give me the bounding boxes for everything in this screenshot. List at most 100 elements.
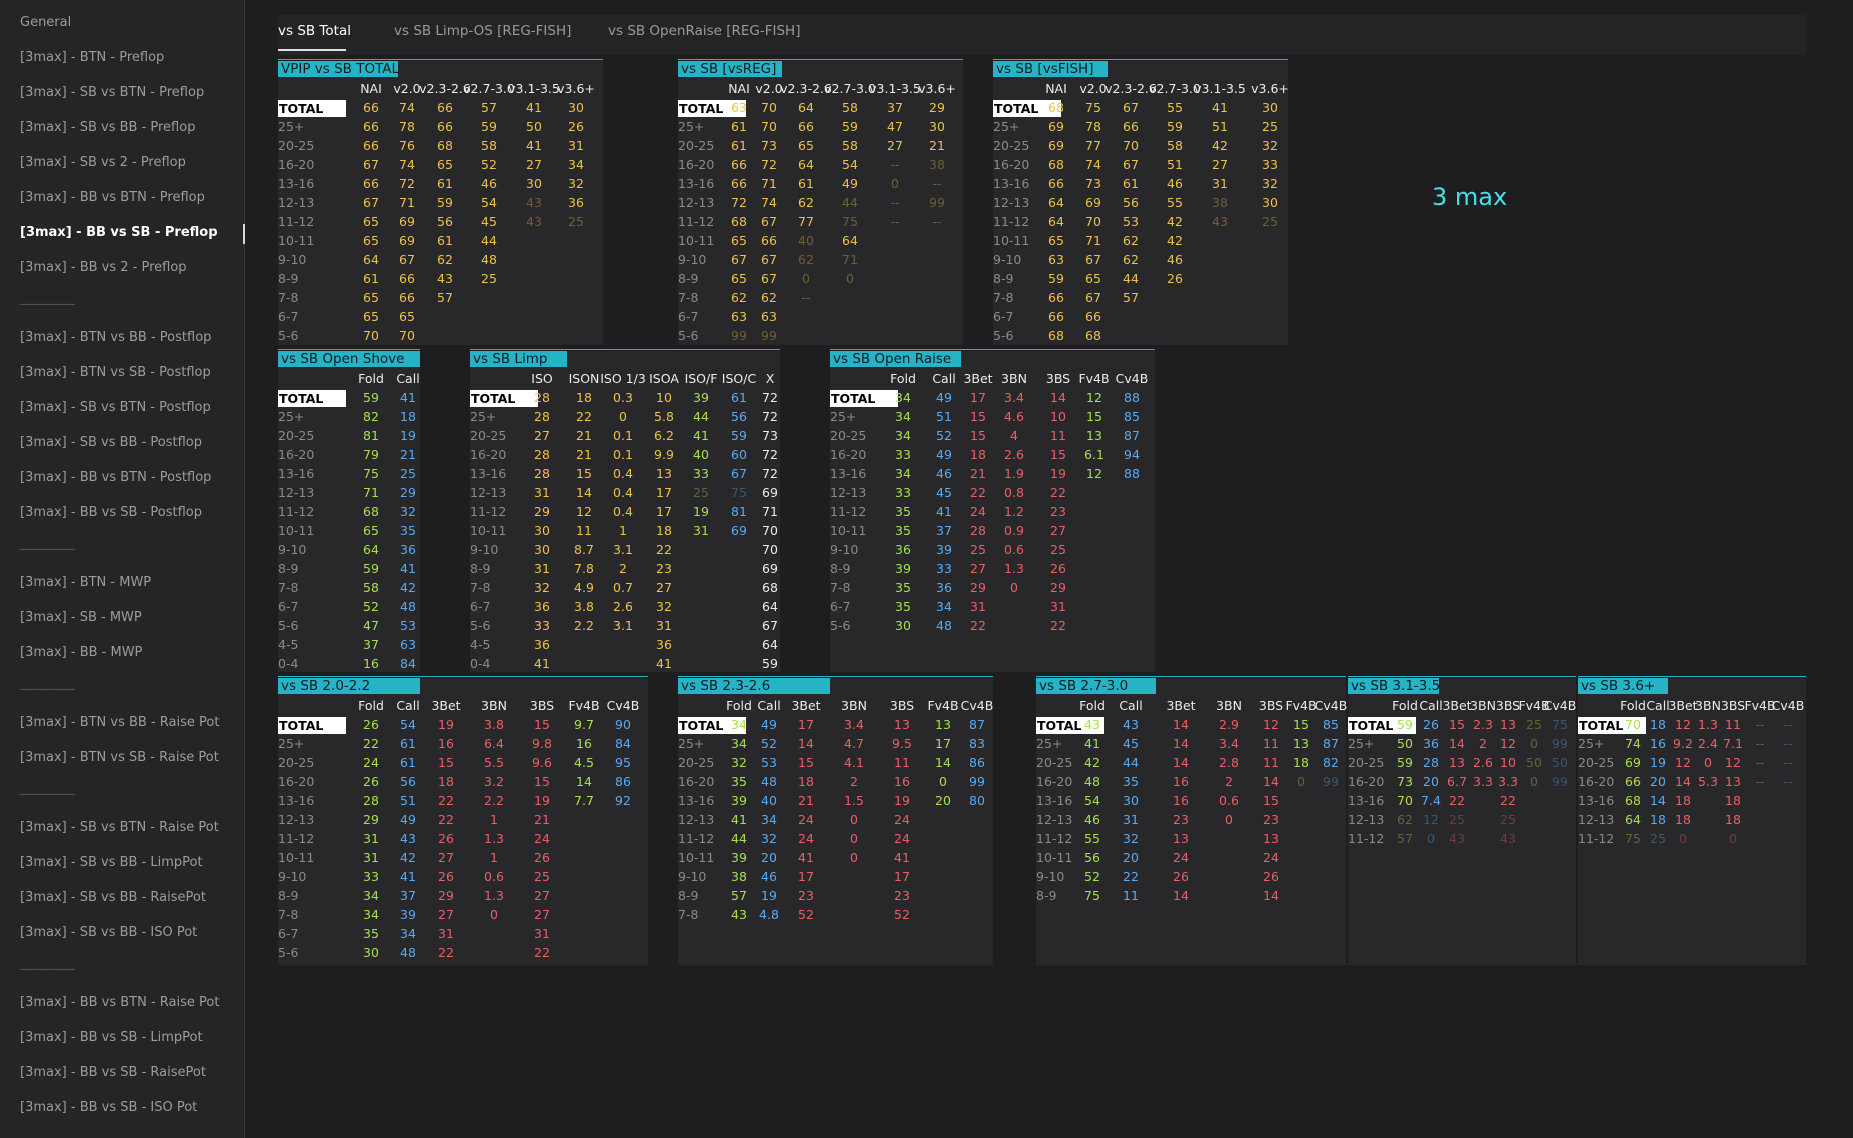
stat-cell: 0.7 [613, 580, 633, 595]
row-label: 9-10 [278, 252, 307, 267]
stat-cell: 70 [1123, 138, 1139, 153]
row-label: 20-25 [1036, 755, 1073, 770]
tab-0[interactable]: vs SB Total [278, 23, 351, 39]
sidebar-item-active[interactable]: [3max] - BB vs SB - Preflop [20, 225, 218, 240]
stat-cell: 61 [731, 390, 747, 405]
stat-cell: 36 [1423, 736, 1439, 751]
stat-cell: 39 [731, 850, 747, 865]
sidebar-item[interactable]: [3max] - BTN vs BB - Raise Pot [20, 715, 220, 730]
row-label: 20-25 [278, 428, 315, 443]
row-label: 12-13 [1036, 812, 1073, 827]
stat-cell: 1.3 [484, 831, 504, 846]
stat-cell: 33 [1262, 157, 1278, 172]
sidebar-item[interactable]: [3max] - BTN vs SB - Raise Pot [20, 750, 219, 765]
row-label: 16-20 [830, 447, 867, 462]
stat-cell: 99 [929, 195, 945, 210]
stat-cell: 17 [798, 869, 814, 884]
stat-cell: -- [801, 290, 811, 305]
stat-cell: 34 [895, 390, 911, 405]
sidebar-item[interactable]: [3max] - BB vs BTN - Raise Pot [20, 995, 220, 1010]
stat-cell: 34 [895, 428, 911, 443]
stat-cell: 43 [437, 271, 453, 286]
stat-cell: 35 [895, 580, 911, 595]
stat-cell: 70 [1625, 717, 1641, 732]
stat-cell: 13 [656, 466, 672, 481]
stat-cell: 54 [400, 717, 416, 732]
stat-cell: 59 [1397, 755, 1413, 770]
column-header: 3Bet [963, 371, 993, 386]
sidebar-item[interactable]: [3max] - BB vs SB - LimpPot [20, 1030, 203, 1045]
stat-cell: 20 [1423, 774, 1439, 789]
stat-cell: 50 [1552, 755, 1568, 770]
sidebar-item[interactable]: [3max] - SB vs BB - LimpPot [20, 855, 203, 870]
stat-cell: 22 [534, 945, 550, 960]
stat-cell: 0 [802, 271, 810, 286]
row-label: 6-7 [678, 309, 699, 324]
row-label: 13-16 [278, 793, 315, 808]
stat-cell: 11 [1263, 736, 1279, 751]
stat-cell: 67 [363, 157, 379, 172]
stat-cell: 34 [363, 888, 379, 903]
sidebar-item[interactable]: [3max] - SB - MWP [20, 610, 142, 625]
stat-cell: -- [890, 157, 900, 172]
sidebar-item[interactable]: [3max] - BB vs BTN - Preflop [20, 190, 205, 205]
row-label: 6-7 [470, 599, 491, 614]
sidebar-item[interactable]: [3max] - BB vs 2 - Preflop [20, 260, 187, 275]
stat-cell: 41 [526, 100, 542, 115]
sidebar-item[interactable]: [3max] - BTN - MWP [20, 575, 152, 590]
stat-cell: 73 [761, 138, 777, 153]
stat-cell: 67 [761, 214, 777, 229]
column-header: v2.3-2.6 [1105, 81, 1157, 96]
stat-cell: 83 [969, 736, 985, 751]
row-label: 11-12 [678, 831, 715, 846]
sidebar-item[interactable]: [3max] - SB vs BB - RaisePot [20, 890, 206, 905]
stat-cell: 2.8 [1219, 755, 1239, 770]
column-header: Cv4B [1314, 698, 1348, 713]
stat-cell: 66 [731, 176, 747, 191]
sidebar-item[interactable]: [3max] - BTN vs SB - Postflop [20, 365, 211, 380]
panel-title: vs SB 3.1-3.5 [1348, 678, 1440, 694]
sidebar-item[interactable]: General [20, 15, 72, 30]
sidebar-item[interactable]: [3max] - SB vs BTN - Postflop [20, 400, 211, 415]
column-header: v3.1-3.5 [1194, 81, 1246, 96]
stat-cell: 29 [400, 485, 416, 500]
row-label: TOTAL [278, 390, 346, 407]
stat-cell: 30 [1262, 100, 1278, 115]
row-label: TOTAL [1036, 717, 1104, 734]
stat-cell: 0 [619, 409, 627, 424]
stat-cell: 59 [762, 656, 778, 671]
sidebar-item[interactable]: [3max] - SB vs BTN - Preflop [20, 85, 205, 100]
tab-1[interactable]: vs SB Limp-OS [REG-FISH] [394, 23, 572, 39]
sidebar-item[interactable]: [3max] - BTN vs BB - Postflop [20, 330, 212, 345]
stat-cell: 63 [731, 309, 747, 324]
stat-cell: 44 [693, 409, 709, 424]
sidebar-item[interactable]: [3max] - SB vs 2 - Preflop [20, 155, 186, 170]
stat-cell: 28 [534, 390, 550, 405]
stat-cell: 27 [534, 888, 550, 903]
stat-cell: 58 [481, 138, 497, 153]
sidebar-item[interactable]: [3max] - BB - MWP [20, 645, 143, 660]
stat-cell: 62 [731, 290, 747, 305]
stat-cell: 1 [490, 850, 498, 865]
sidebar-item[interactable]: [3max] - SB vs BTN - Raise Pot [20, 820, 219, 835]
stat-cell: -- [890, 214, 900, 229]
stat-cell: 54 [481, 195, 497, 210]
stat-cell: 61 [437, 233, 453, 248]
sidebar-item[interactable]: [3max] - SB vs BB - Preflop [20, 120, 196, 135]
sidebar-item[interactable]: [3max] - BB vs SB - Postflop [20, 505, 202, 520]
tab-2[interactable]: vs SB OpenRaise [REG-FISH] [608, 23, 801, 39]
stat-cell: 35 [895, 523, 911, 538]
stat-cell: 41 [400, 869, 416, 884]
sidebar-item[interactable]: [3max] - BTN - Preflop [20, 50, 165, 65]
stat-cell: 25 [1050, 542, 1066, 557]
sidebar-item[interactable]: [3max] - BB vs SB - ISO Pot [20, 1100, 198, 1115]
sidebar-item[interactable]: [3max] - SB vs BB - ISO Pot [20, 925, 198, 940]
sidebar-item[interactable]: [3max] - BB vs BTN - Postflop [20, 470, 212, 485]
row-label: 10-11 [1036, 850, 1073, 865]
stat-cell: 65 [1048, 233, 1064, 248]
sidebar-item[interactable]: [3max] - SB vs BB - Postflop [20, 435, 202, 450]
stat-cell: 48 [481, 252, 497, 267]
row-label: TOTAL [470, 390, 538, 407]
sidebar-item[interactable]: [3max] - BB vs SB - RaisePot [20, 1065, 206, 1080]
stat-cell: 12 [1675, 717, 1691, 732]
